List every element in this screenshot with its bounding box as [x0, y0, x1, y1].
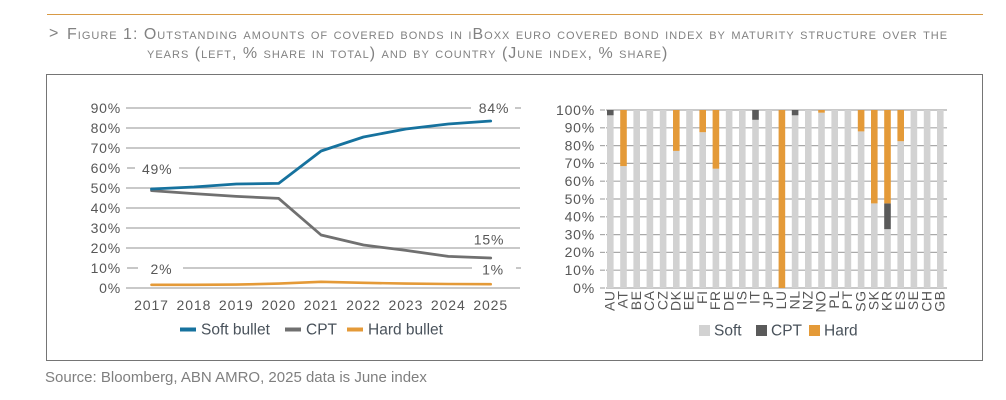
svg-text:CZ: CZ — [654, 291, 670, 311]
svg-text:IT: IT — [747, 291, 763, 304]
svg-text:80%: 80% — [91, 120, 121, 136]
svg-text:49%: 49% — [142, 161, 172, 177]
svg-text:PT: PT — [839, 291, 855, 310]
svg-text:20%: 20% — [91, 240, 121, 256]
svg-text:ES: ES — [892, 291, 908, 311]
svg-text:2024: 2024 — [431, 297, 466, 313]
svg-text:NL: NL — [786, 291, 802, 310]
svg-text:1%: 1% — [482, 262, 504, 278]
svg-text:2025: 2025 — [473, 297, 508, 313]
svg-text:BE: BE — [628, 291, 644, 311]
svg-text:84%: 84% — [479, 100, 509, 116]
svg-text:2023: 2023 — [389, 297, 424, 313]
svg-text:100%: 100% — [556, 102, 595, 118]
svg-text:AT: AT — [615, 291, 631, 309]
svg-text:50%: 50% — [91, 180, 121, 196]
svg-text:50%: 50% — [565, 191, 595, 207]
svg-text:30%: 30% — [91, 220, 121, 236]
svg-text:2021: 2021 — [304, 297, 339, 313]
svg-text:40%: 40% — [565, 209, 595, 225]
svg-text:2019: 2019 — [219, 297, 254, 313]
svg-text:NO: NO — [813, 291, 829, 313]
svg-text:CPT: CPT — [771, 323, 803, 340]
svg-text:PL: PL — [826, 291, 842, 309]
svg-text:0%: 0% — [573, 280, 595, 296]
svg-text:SK: SK — [866, 290, 882, 310]
svg-text:60%: 60% — [565, 173, 595, 189]
svg-text:GB: GB — [932, 291, 948, 312]
svg-text:DE: DE — [720, 291, 736, 311]
svg-text:LU: LU — [773, 291, 789, 310]
svg-text:70%: 70% — [91, 140, 121, 156]
svg-text:CH: CH — [918, 291, 934, 312]
svg-text:SE: SE — [905, 291, 921, 311]
svg-text:JP: JP — [760, 291, 776, 308]
svg-text:SG: SG — [852, 291, 868, 312]
svg-text:40%: 40% — [91, 200, 121, 216]
svg-text:NZ: NZ — [800, 291, 816, 311]
svg-text:FI: FI — [694, 291, 710, 304]
svg-text:15%: 15% — [474, 232, 504, 248]
svg-text:10%: 10% — [91, 260, 121, 276]
svg-text:AU: AU — [602, 291, 618, 311]
svg-text:60%: 60% — [91, 160, 121, 176]
svg-text:2020: 2020 — [261, 297, 296, 313]
svg-text:CA: CA — [641, 290, 657, 311]
svg-text:DK: DK — [668, 290, 684, 311]
svg-text:Soft: Soft — [714, 323, 742, 340]
svg-text:2022: 2022 — [346, 297, 381, 313]
svg-text:IS: IS — [734, 291, 750, 305]
svg-text:90%: 90% — [565, 120, 595, 136]
svg-text:Hard: Hard — [824, 323, 858, 340]
svg-text:70%: 70% — [565, 155, 595, 171]
svg-text:0%: 0% — [99, 280, 121, 296]
svg-text:2%: 2% — [151, 261, 173, 277]
svg-text:80%: 80% — [565, 137, 595, 153]
svg-text:10%: 10% — [565, 262, 595, 278]
svg-text:EE: EE — [681, 291, 697, 311]
svg-text:KR: KR — [879, 291, 895, 311]
svg-text:2018: 2018 — [177, 297, 212, 313]
svg-text:30%: 30% — [565, 226, 595, 242]
svg-text:2017: 2017 — [134, 297, 169, 313]
svg-text:CPT: CPT — [306, 322, 338, 339]
svg-text:Soft bullet: Soft bullet — [201, 322, 271, 339]
svg-text:FR: FR — [707, 291, 723, 311]
svg-text:20%: 20% — [565, 244, 595, 260]
svg-text:90%: 90% — [91, 100, 121, 116]
svg-text:Hard bullet: Hard bullet — [368, 322, 444, 339]
